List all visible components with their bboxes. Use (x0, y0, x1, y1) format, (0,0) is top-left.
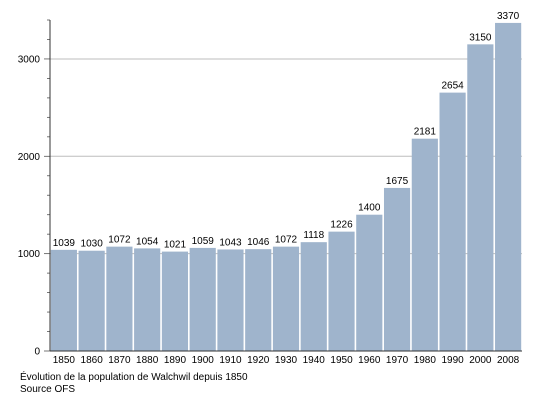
data-label: 1059 (192, 236, 215, 247)
chart-source: Source OFS (20, 384, 76, 395)
x-tick-label: 1860 (81, 355, 104, 366)
data-label: 2181 (414, 127, 437, 138)
bar-2008 (495, 22, 522, 351)
data-label: 1021 (164, 240, 187, 251)
x-tick-label: 1950 (330, 355, 353, 366)
bar-1870 (106, 246, 133, 351)
bar-1880 (134, 248, 161, 351)
bar-1940 (300, 242, 327, 351)
x-tick-label: 1910 (219, 355, 242, 366)
data-label: 1030 (81, 239, 104, 250)
x-tick-label: 1880 (136, 355, 159, 366)
bar-1960 (356, 214, 383, 351)
x-tick-label: 1990 (441, 355, 464, 366)
x-tick-label: 1940 (303, 355, 326, 366)
data-label: 1072 (108, 235, 131, 246)
bar-1920 (245, 249, 272, 351)
data-label: 1054 (136, 236, 159, 247)
y-tick-label: 1000 (18, 249, 41, 260)
bar-1990 (439, 92, 466, 351)
bar-1860 (78, 250, 105, 351)
x-tick-label: 1890 (164, 355, 187, 366)
data-label: 1039 (53, 238, 76, 249)
axes: 0 1000 2000 3000 1850 1860 1870 1880 1890 1900 191… (18, 19, 522, 366)
data-label: 1226 (330, 220, 353, 231)
population-bar-chart: 0 1000 2000 3000 1850 1860 1870 1880 1890 1900 191… (18, 11, 522, 366)
bar-1900 (189, 247, 216, 351)
x-tick-label: 1900 (192, 355, 215, 366)
x-tick-label: 1850 (53, 355, 76, 366)
bar-1890 (161, 251, 189, 351)
x-tick-label: 1920 (247, 355, 270, 366)
data-label: 1043 (219, 237, 242, 248)
bar-1850 (50, 249, 77, 351)
data-labels: 1039 1030 1072 1054 1021 1059 1043 1046 1072 1118… (53, 11, 520, 251)
x-tick-label: 1980 (414, 355, 437, 366)
x-tick-label: 1960 (358, 355, 381, 366)
data-label: 1046 (247, 237, 270, 248)
x-tick-label: 1870 (108, 355, 131, 366)
y-tick-label: 2000 (18, 152, 41, 163)
data-label: 1118 (303, 230, 324, 241)
data-label: 1675 (386, 176, 409, 187)
data-label: 2654 (441, 81, 464, 92)
x-tick-label: 2000 (469, 355, 492, 366)
data-label: 1400 (358, 203, 381, 214)
bar-1970 (383, 187, 411, 351)
x-tick-label: 2008 (497, 355, 520, 366)
x-tick-label: 1970 (386, 355, 409, 366)
bar-1910 (217, 249, 244, 351)
data-label: 3370 (497, 11, 520, 22)
chart-caption: Évolution de la population de Walchwil d… (20, 372, 248, 383)
y-tick-label: 3000 (18, 54, 41, 65)
data-label: 1072 (275, 235, 298, 246)
bar-1980 (411, 138, 438, 351)
data-label: 3150 (469, 32, 492, 43)
bar-1930 (272, 246, 300, 351)
bar-2000 (467, 44, 494, 352)
y-tick-label: 0 (34, 347, 40, 358)
bar-1950 (328, 231, 355, 351)
bars (50, 22, 522, 352)
x-tick-label: 1930 (275, 355, 298, 366)
